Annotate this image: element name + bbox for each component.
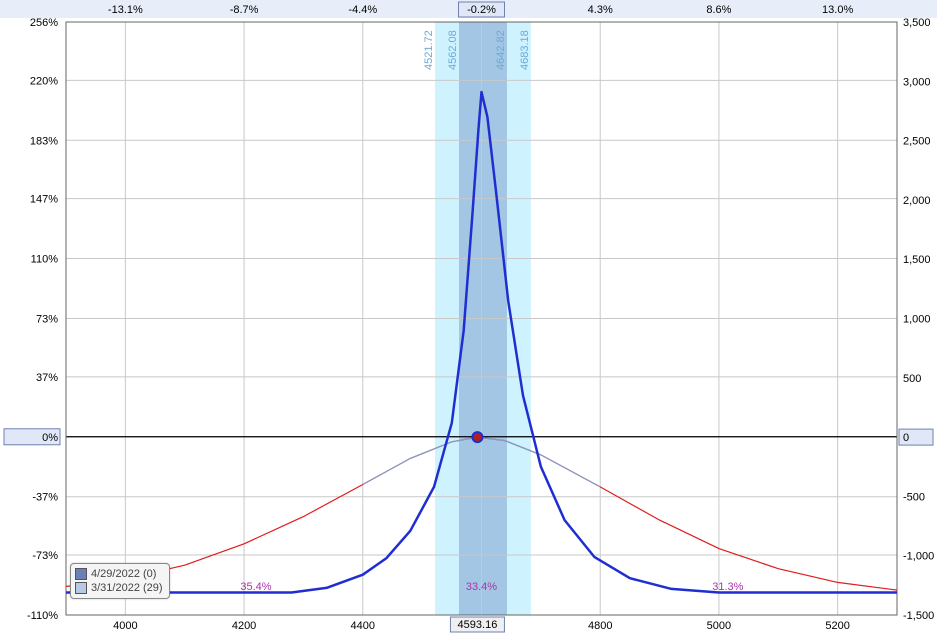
- y-left-tick-label: 110%: [31, 254, 59, 266]
- x-axis-current-value: 4593.16: [458, 619, 498, 631]
- x-axis-tick-label: 4000: [113, 620, 137, 632]
- y-left-tick-label: 73%: [36, 314, 58, 326]
- y-left-tick-label: 256%: [30, 17, 58, 29]
- y-left-tick-label: 183%: [30, 135, 58, 147]
- y-left-tick-label: 147%: [30, 194, 58, 206]
- options-risk-chart: { "chart": { "width": 937, "height": 642…: [0, 0, 937, 642]
- legend-row: 3/31/2022 (29): [75, 581, 163, 595]
- legend-label: 3/31/2022 (29): [91, 581, 163, 595]
- sd-band-label: 4683.18: [519, 30, 531, 70]
- x-axis-pct-label: 4.3%: [588, 4, 613, 16]
- x-axis-tick-label: 4200: [232, 620, 256, 632]
- x-axis-pct-label: 13.0%: [822, 4, 853, 16]
- y-right-tick-label: -1,000: [903, 551, 934, 563]
- y-right-tick-label: -500: [903, 491, 925, 503]
- chart-svg: 4521.72 4562.08 4642.82 4683.18 35.4% 33.4% 31…: [0, 0, 937, 642]
- x-axis-tick-label: 5200: [825, 620, 849, 632]
- legend-swatch: [75, 582, 87, 594]
- y-right-tick-label: -1,500: [903, 610, 934, 622]
- x-axis-pct-label: -13.1%: [108, 4, 143, 16]
- x-axis-pct-label: -4.4%: [348, 4, 377, 16]
- y-right-tick-label: 2,000: [903, 195, 931, 207]
- probability-label: 31.3%: [712, 581, 743, 593]
- sd-band-label: 4562.08: [447, 30, 459, 70]
- probability-label: 33.4%: [466, 581, 497, 593]
- sd-band-label: 4642.82: [495, 30, 507, 70]
- x-axis-tick-label: 4400: [351, 620, 375, 632]
- y-left-tick-label: -73%: [32, 550, 58, 562]
- legend-row: 4/29/2022 (0): [75, 567, 163, 581]
- y-left-tick-label: -37%: [32, 492, 58, 504]
- y-right-tick-label: 3,000: [903, 76, 931, 88]
- y-right-tick-label: 1,000: [903, 314, 931, 326]
- legend-label: 4/29/2022 (0): [91, 567, 156, 581]
- y-left-zero-label: 0%: [42, 432, 58, 444]
- x-axis-pct-label: 8.6%: [706, 4, 731, 16]
- y-right-tick-label: 500: [903, 373, 921, 385]
- legend-swatch: [75, 568, 87, 580]
- y-left-tick-label: 220%: [30, 75, 58, 87]
- y-left-tick-label: 37%: [36, 372, 58, 384]
- y-left-tick-label: -110%: [27, 610, 58, 622]
- x-axis-tick-label: 5000: [707, 620, 731, 632]
- x-axis-pct-label: -0.2%: [467, 4, 496, 16]
- y-right-tick-label: 2,500: [903, 136, 931, 148]
- x-axis-pct-label: -8.7%: [230, 4, 259, 16]
- legend: 4/29/2022 (0) 3/31/2022 (29): [70, 563, 170, 599]
- sd-band-label: 4521.72: [423, 30, 435, 70]
- y-right-tick-label: 3,500: [903, 17, 931, 29]
- probability-label: 35.4%: [240, 581, 271, 593]
- y-right-zero-label: 0: [903, 432, 909, 444]
- x-axis-tick-label: 4800: [588, 620, 612, 632]
- y-right-tick-label: 1,500: [903, 254, 931, 266]
